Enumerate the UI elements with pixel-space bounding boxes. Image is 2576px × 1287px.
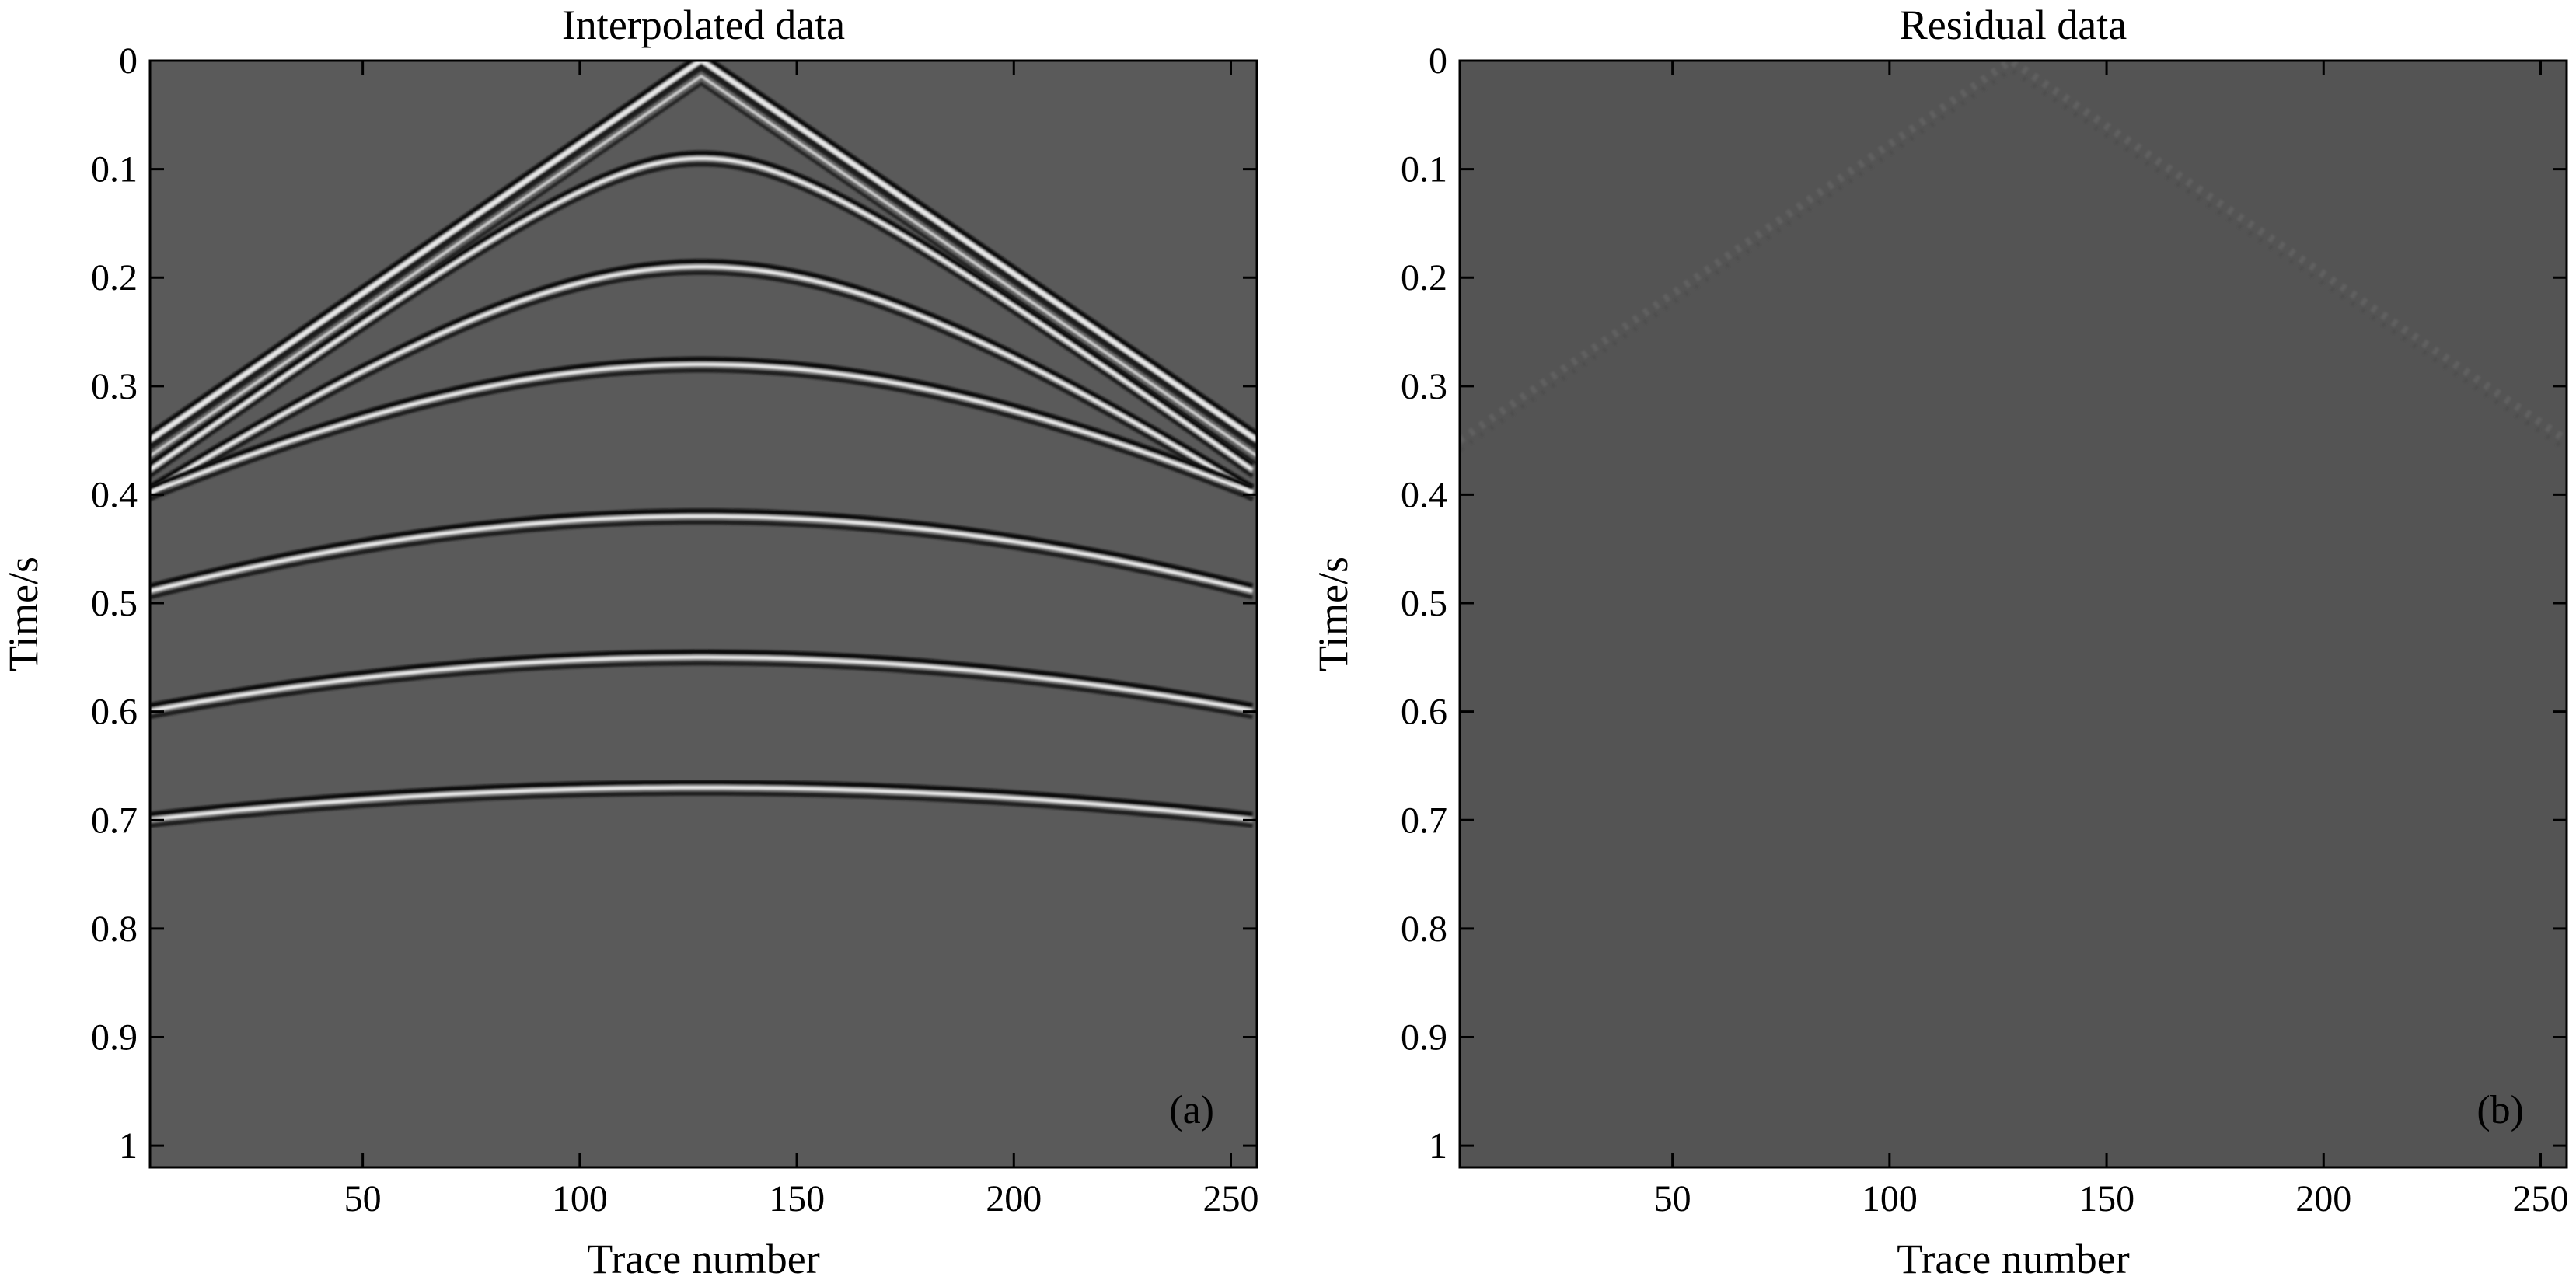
panel-interpolated: 50 100 150 200 250 0 0.1 0.2 0.3 0.4 0.5 0.6 0.7 0.8 0…	[0, 2, 1258, 1282]
x-axis-label: Trace number	[587, 1236, 819, 1282]
event-4	[150, 508, 1254, 600]
event-3	[150, 356, 1254, 501]
y-tick-label: 0.6	[91, 692, 138, 733]
y-tick-label: 0.8	[91, 909, 138, 950]
plot-background	[150, 61, 1257, 1167]
y-tick-label: 0.6	[1401, 692, 1447, 733]
seismic-events	[150, 61, 1257, 828]
x-tick-label: 200	[986, 1178, 1042, 1219]
x-tick-label: 250	[2512, 1178, 2568, 1219]
y-tick-label: 0.4	[1401, 474, 1447, 515]
event-6	[150, 780, 1253, 828]
plot-frame	[1458, 59, 2568, 1169]
x-tick-label: 250	[1202, 1178, 1258, 1219]
x-tick-label: 100	[552, 1178, 608, 1219]
panel-residual: 50 100 150 200 250 0 0.1 0.2 0.3 0.4 0.5 0.6 0.7 0.8 0…	[1310, 2, 2568, 1282]
y-tick-label: 0.3	[91, 366, 138, 407]
y-tick-label: 0.5	[1401, 583, 1447, 624]
event-1	[150, 150, 1255, 478]
x-tick-label: 150	[2079, 1178, 2134, 1219]
y-tick-label: 0.1	[1401, 149, 1447, 190]
y-tick-label: 0	[1429, 40, 1447, 82]
y-tick-label: 0.7	[1401, 800, 1447, 841]
y-tick-label: 0	[119, 40, 138, 82]
x-tick-label: 50	[344, 1178, 382, 1219]
y-tick-label: 0.2	[91, 257, 138, 298]
y-tick-label: 0.8	[1401, 909, 1447, 950]
x-tick-label: 100	[1862, 1178, 1918, 1219]
panel-title: Residual data	[1900, 2, 2127, 48]
y-tick-label: 0.5	[91, 583, 138, 624]
y-tick-label: 0.2	[1401, 257, 1447, 298]
y-tick-label: 0.9	[91, 1017, 138, 1058]
y-tick-label: 0.9	[1401, 1017, 1447, 1058]
y-tick-label: 0.4	[91, 474, 138, 515]
y-axis-label: Time/s	[1310, 556, 1356, 671]
event-5	[150, 649, 1253, 720]
panel-title: Interpolated data	[562, 2, 845, 48]
y-tick-label: 1	[1429, 1125, 1447, 1167]
y-tick-label: 1	[119, 1125, 138, 1167]
plot-frame	[148, 59, 1258, 1169]
ticks: 50 100 150 200 250 0 0.1 0.2 0.3 0.4 0.5 0.6 0.7 0.8 0…	[91, 40, 1258, 1219]
x-tick-label: 150	[769, 1178, 825, 1219]
plot-background	[1460, 61, 2567, 1167]
panel-tag: (a)	[1169, 1088, 1214, 1132]
event-2	[150, 259, 1254, 500]
y-axis-label: Time/s	[0, 556, 47, 671]
x-axis-label: Trace number	[1897, 1236, 2129, 1282]
y-tick-label: 0.3	[1401, 366, 1447, 407]
panel-tag: (b)	[2477, 1088, 2524, 1132]
y-tick-label: 0.7	[91, 800, 138, 841]
ticks: 50 100 150 200 250 0 0.1 0.2 0.3 0.4 0.5 0.6 0.7 0.8 0…	[1401, 40, 2568, 1219]
y-tick-label: 0.1	[91, 149, 138, 190]
x-tick-label: 50	[1654, 1178, 1691, 1219]
x-tick-label: 200	[2295, 1178, 2351, 1219]
